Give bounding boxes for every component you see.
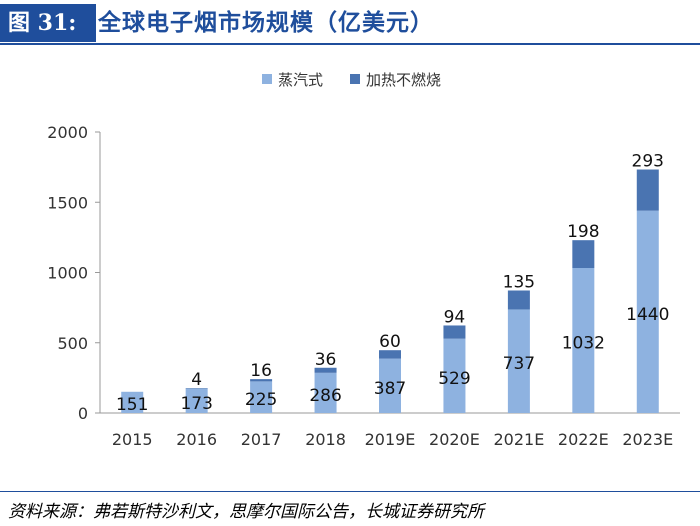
data-label-vapor-2019E: 387 (374, 379, 406, 399)
x-tick-label: 2021E (493, 430, 544, 449)
y-tick-label: 2000 (47, 123, 88, 142)
chart-title: 全球电子烟市场规模（亿美元） (98, 10, 434, 36)
y-tick-label: 500 (57, 334, 88, 353)
bar-vapor-2016 (185, 388, 208, 413)
y-tick-label: 1500 (47, 193, 88, 212)
bar-vapor-2020E (443, 338, 466, 413)
figure-header: 图 31: 全球电子烟市场规模（亿美元） (0, 0, 700, 48)
bar-heated-2023E (636, 169, 659, 211)
legend-label-heated: 加热不燃烧 (366, 71, 441, 89)
header-divider (0, 43, 700, 45)
x-tick-label: 2018 (305, 430, 346, 449)
data-label-vapor-2022E: 1032 (562, 334, 605, 354)
footer-divider (0, 491, 700, 492)
source-note: 资料来源：弗若斯特沙利文，思摩尔国际公告，长城证券研究所 (8, 502, 484, 522)
data-label-heated-2022E: 198 (567, 222, 599, 242)
bar-vapor-2021E (507, 309, 530, 413)
data-label-heated-2021E: 135 (503, 272, 535, 292)
stacked-bar-chart: 0 500 1000 1500 2000 151 2015 173 4 2016 225 16 2017… (47, 71, 680, 449)
bar-vapor-2015 (121, 391, 144, 413)
data-label-vapor-2023E: 1440 (626, 305, 669, 325)
x-tick-label: 2016 (176, 430, 217, 449)
bar-heated-2022E (572, 240, 595, 269)
bar-heated-2020E (443, 325, 466, 339)
bar-heated-2017 (250, 379, 273, 382)
data-label-vapor-2020E: 529 (438, 369, 470, 389)
bar-heated-2019E (379, 350, 401, 359)
y-tick-label: 0 (78, 404, 88, 423)
x-tick-label: 2020E (429, 430, 480, 449)
data-label-vapor-2016: 173 (180, 394, 212, 414)
data-label-heated-2020E: 94 (444, 307, 466, 327)
bar-vapor-2017 (250, 381, 273, 413)
bar-heated-2021E (507, 290, 530, 310)
legend-swatch-heated (350, 74, 360, 84)
x-tick-label: 2017 (241, 430, 282, 449)
data-label-heated-2016: 4 (191, 370, 202, 390)
bar-vapor-2023E (636, 210, 659, 413)
data-label-vapor-2017: 225 (245, 390, 277, 410)
x-tick-label: 2022E (558, 430, 609, 449)
bar-vapor-2019E (379, 358, 401, 413)
x-tick-label: 2015 (112, 430, 153, 449)
bar-vapor-2018 (314, 372, 337, 413)
data-label-heated-2018: 36 (315, 350, 337, 370)
data-label-heated-2019E: 60 (379, 332, 401, 352)
x-tick-label: 2019E (365, 430, 416, 449)
figure-label: 图 31: (0, 4, 96, 42)
data-label-vapor-2018: 286 (309, 386, 341, 406)
bar-heated-2016 (185, 388, 208, 389)
data-label-heated-2017: 16 (250, 361, 272, 381)
legend-swatch-vapor (262, 74, 272, 84)
data-label-heated-2023E: 293 (632, 152, 664, 172)
data-label-vapor-2015: 151 (116, 395, 148, 415)
y-tick-label: 1000 (47, 264, 88, 283)
x-tick-label: 2023E (622, 430, 673, 449)
bar-heated-2018 (314, 367, 337, 373)
data-label-vapor-2021E: 737 (503, 354, 535, 374)
legend-label-vapor: 蒸汽式 (278, 71, 323, 89)
bar-vapor-2022E (572, 268, 595, 413)
